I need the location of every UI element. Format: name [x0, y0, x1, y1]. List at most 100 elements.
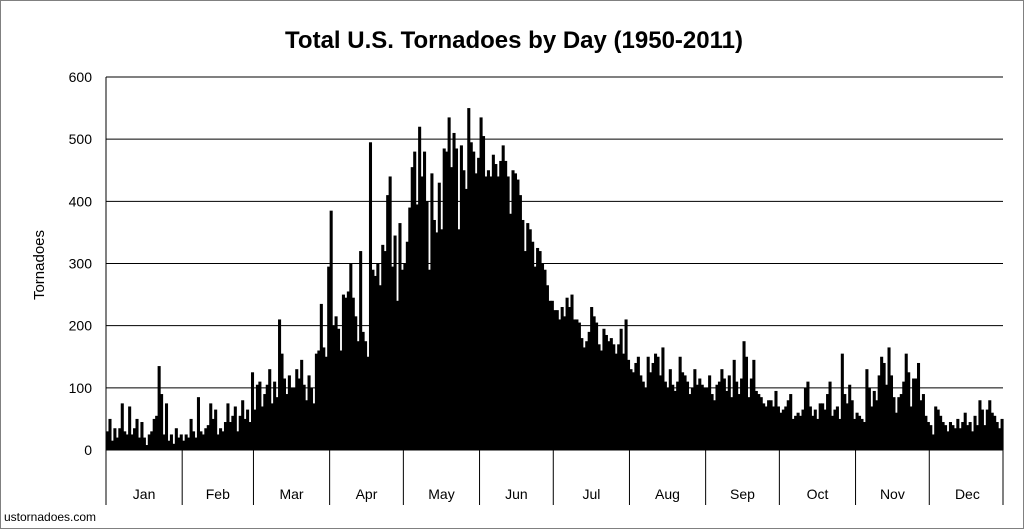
day-bar	[553, 310, 557, 451]
day-bar	[558, 319, 562, 450]
day-bar	[796, 412, 800, 450]
day-bar	[484, 176, 488, 450]
y-tick-label: 600	[69, 69, 93, 85]
day-bar	[587, 331, 591, 450]
source-credit: ustornadoes.com	[4, 510, 96, 524]
day-bar	[909, 406, 913, 450]
day-bar	[858, 415, 862, 450]
y-tick-label: 0	[84, 442, 92, 458]
day-bar	[764, 406, 768, 450]
day-bar	[595, 322, 599, 450]
day-bar	[806, 381, 810, 450]
day-bar	[278, 319, 282, 450]
day-bar	[479, 117, 483, 450]
day-bar	[123, 431, 127, 450]
day-bar	[464, 188, 468, 450]
month-label: Sep	[730, 486, 755, 502]
day-bar	[975, 425, 980, 450]
day-bar	[130, 434, 134, 450]
day-bar	[971, 431, 975, 450]
day-bar	[142, 437, 146, 450]
day-bar	[545, 285, 549, 450]
day-bar	[833, 409, 837, 450]
y-tick-label: 400	[69, 193, 93, 209]
day-bar	[346, 291, 350, 450]
day-bar	[725, 390, 729, 450]
day-bar	[504, 160, 508, 450]
day-bar	[314, 353, 318, 450]
day-bar	[393, 235, 397, 450]
day-bar	[486, 170, 490, 450]
day-bar	[681, 372, 685, 450]
day-bar	[467, 108, 471, 450]
day-bar	[516, 179, 520, 450]
day-bar	[599, 350, 604, 450]
day-bar	[722, 378, 726, 450]
day-bar	[961, 422, 965, 450]
day-bar	[536, 247, 540, 450]
month-label: Apr	[356, 486, 378, 502]
day-bar	[368, 142, 373, 450]
day-bar	[830, 415, 835, 450]
day-bar	[135, 418, 139, 450]
day-bar	[740, 378, 744, 450]
day-bar	[944, 425, 948, 450]
day-bar	[285, 394, 289, 450]
day-bar	[885, 384, 889, 450]
day-bar	[784, 406, 788, 450]
day-bar	[575, 319, 579, 450]
day-bar	[717, 381, 721, 450]
day-bar	[292, 387, 296, 450]
day-bar	[196, 397, 200, 450]
day-bar	[246, 409, 250, 450]
day-bar	[993, 415, 997, 450]
day-bar	[934, 406, 938, 450]
day-bar	[762, 403, 766, 451]
day-bar	[673, 390, 677, 450]
day-bar	[533, 266, 537, 450]
day-bar	[108, 418, 112, 450]
day-bar	[821, 403, 825, 451]
day-bar	[491, 154, 495, 450]
day-bar	[395, 300, 400, 450]
day-bar	[752, 359, 756, 450]
month-label: Aug	[655, 486, 680, 502]
day-bar	[405, 241, 409, 450]
day-bar	[339, 350, 343, 450]
month-label: Feb	[206, 486, 230, 502]
day-bar	[609, 338, 613, 450]
day-bar	[243, 418, 247, 450]
day-bar	[715, 384, 719, 450]
day-bar	[189, 418, 193, 450]
day-bar	[309, 387, 314, 450]
day-bar	[440, 229, 444, 450]
day-bar	[624, 319, 628, 450]
day-bar	[767, 400, 771, 450]
day-bar	[629, 369, 633, 450]
day-bar	[597, 344, 601, 450]
day-bar	[678, 356, 682, 450]
day-bar	[936, 409, 940, 450]
day-bar	[329, 210, 333, 450]
day-bar	[963, 412, 967, 450]
day-bar	[939, 415, 943, 450]
day-bar	[730, 397, 734, 450]
day-bar	[201, 434, 205, 450]
day-bar	[649, 372, 653, 450]
day-bar	[995, 422, 999, 450]
day-bar	[540, 263, 545, 450]
day-bar	[924, 415, 928, 450]
day-bar	[223, 422, 228, 450]
day-bar	[828, 381, 832, 450]
day-bar	[420, 176, 424, 450]
day-bar	[631, 372, 635, 450]
day-bar	[211, 418, 215, 450]
day-bar	[250, 372, 255, 450]
day-bar	[855, 412, 859, 450]
day-bar	[870, 406, 874, 450]
day-bar	[570, 294, 574, 450]
day-bar	[413, 151, 417, 450]
day-bar	[418, 126, 422, 450]
day-bar	[194, 437, 198, 450]
day-bar	[774, 390, 778, 450]
